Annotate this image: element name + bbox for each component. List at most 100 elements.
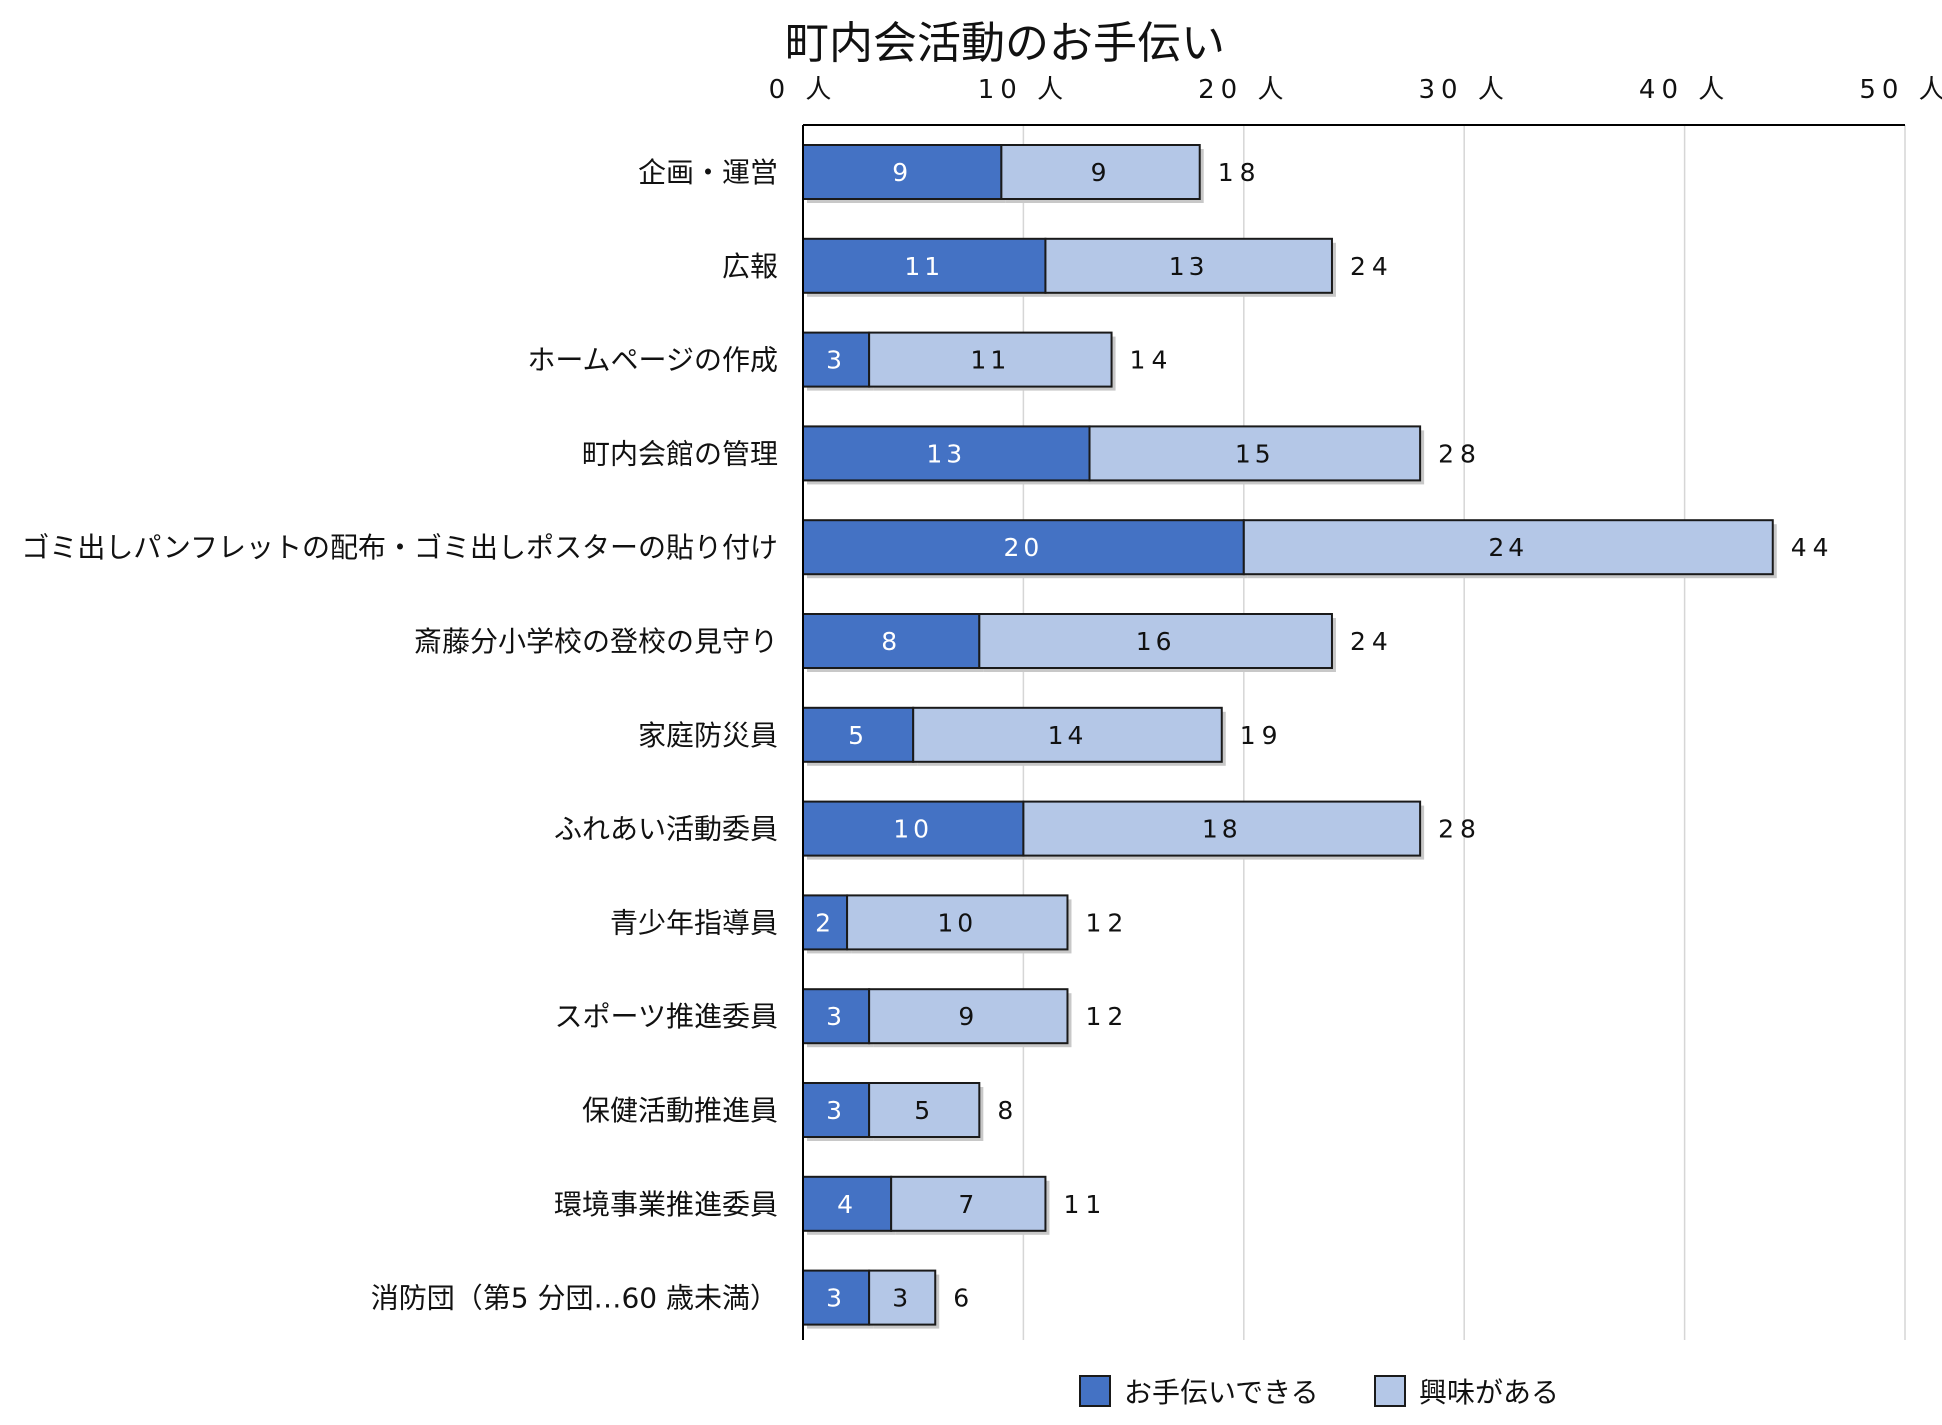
bar-value-label: 15 — [1235, 439, 1275, 468]
bar-value-label: 18 — [1202, 815, 1242, 844]
category-labels: 企画・運営広報ホームページの作成町内会館の管理ゴミ出しパンフレットの配布・ゴミ出… — [21, 156, 778, 1315]
bar-row: 3 5 8 — [802, 1082, 1019, 1141]
bar-total-label: 18 — [1218, 158, 1262, 187]
bar-row: 20 24 44 — [802, 519, 1835, 579]
bar-segment — [802, 800, 1025, 857]
bar-segment — [868, 1082, 981, 1138]
bar-segment — [1088, 425, 1422, 482]
bar-value-label: 3 — [826, 1096, 846, 1125]
bar-segment — [846, 894, 1069, 951]
bar-total-label: 8 — [997, 1096, 1019, 1125]
bar-value-label: 13 — [1169, 252, 1209, 281]
bar-segment — [1000, 144, 1201, 200]
bar-row: 3 9 12 — [802, 988, 1129, 1048]
bar-value-label: 11 — [904, 252, 944, 281]
category-label: 家庭防災員 — [638, 719, 778, 752]
legend-swatch — [1079, 1375, 1111, 1407]
axes — [802, 124, 1905, 1340]
bar-total-label: 19 — [1240, 721, 1284, 750]
category-label: 消防団（第5 分団…60 歳未満） — [371, 1282, 778, 1315]
bar-segment — [802, 706, 915, 763]
x-tick-label: 30 人 — [1419, 75, 1510, 105]
bar-value-label: 5 — [848, 721, 868, 750]
bar-value-label: 3 — [826, 1284, 846, 1313]
x-tick-label: 0 人 — [769, 75, 838, 105]
bar-total-label: 11 — [1063, 1190, 1107, 1219]
bar-value-label: 24 — [1488, 533, 1528, 562]
category-label: 青少年指導員 — [610, 906, 778, 939]
x-tick-label: 50 人 — [1859, 75, 1942, 105]
x-tick-label: 10 人 — [978, 75, 1069, 105]
bar-total-label: 28 — [1438, 815, 1482, 844]
bar-value-label: 3 — [892, 1284, 912, 1313]
bar-segment — [1022, 800, 1422, 857]
bar-segment — [868, 331, 1113, 388]
legend-swatch — [1374, 1375, 1406, 1407]
category-label: 斎藤分小学校の登校の見守り — [414, 625, 778, 658]
bar-segment — [1242, 519, 1774, 576]
bar-segment — [868, 988, 1069, 1045]
legend: お手伝いできる 興味がある — [1079, 1375, 1559, 1409]
bar-value-label: 4 — [837, 1190, 857, 1219]
bar-value-label: 8 — [881, 627, 901, 656]
bar-value-label: 7 — [958, 1190, 978, 1219]
bar-value-label: 16 — [1136, 627, 1176, 656]
category-label: ふれあい活動委員 — [554, 813, 778, 846]
bar-row: 11 13 24 — [802, 237, 1394, 297]
category-label: ゴミ出しパンフレットの配布・ゴミ出しポスターの貼り付け — [21, 531, 778, 564]
bar-value-label: 14 — [1048, 721, 1088, 750]
category-label: 保健活動推進員 — [582, 1094, 778, 1127]
bar-row: 10 18 28 — [802, 800, 1482, 860]
bar-row: 3 3 6 — [802, 1269, 975, 1329]
bar-segment — [802, 613, 981, 669]
category-label: スポーツ推進委員 — [555, 1000, 778, 1033]
bar-segment — [868, 1269, 937, 1326]
bar-total-label: 12 — [1085, 1002, 1129, 1031]
bar-value-label: 10 — [937, 908, 977, 937]
category-label: 環境事業推進委員 — [554, 1188, 778, 1221]
bar-total-label: 12 — [1085, 908, 1129, 937]
bar-segment — [978, 613, 1333, 669]
bar-value-label: 5 — [914, 1096, 934, 1125]
bar-row: 8 16 24 — [802, 613, 1394, 672]
bar-total-label: 44 — [1791, 533, 1835, 562]
bar-row: 3 11 14 — [802, 331, 1174, 391]
bar-value-label: 9 — [1091, 158, 1111, 187]
x-tick-label: 40 人 — [1639, 75, 1730, 105]
bar-value-label: 2 — [815, 908, 835, 937]
bar-value-label: 3 — [826, 346, 846, 375]
legend-label: 興味がある — [1419, 1376, 1559, 1409]
grid-lines — [1022, 125, 1906, 1340]
bar-segment — [912, 706, 1223, 763]
category-label: 広報 — [722, 250, 778, 283]
bar-segment — [802, 894, 849, 951]
category-label: 町内会館の管理 — [582, 437, 778, 470]
bar-row: 9 9 18 — [802, 144, 1262, 203]
bar-value-label: 3 — [826, 1002, 846, 1031]
bar-value-label: 20 — [1003, 533, 1043, 562]
bar-total-label: 14 — [1130, 346, 1174, 375]
bar-total-label: 28 — [1438, 439, 1482, 468]
bar-total-label: 24 — [1350, 627, 1394, 656]
bar-total-label: 6 — [953, 1284, 975, 1313]
bar-row: 13 15 28 — [802, 425, 1482, 485]
bar-value-label: 9 — [892, 158, 912, 187]
x-axis-ticks: 0 人 10 人 20 人 30 人 40 人 50 人 — [769, 75, 1942, 105]
bar-segment — [1044, 237, 1333, 294]
category-label: ホームページの作成 — [527, 344, 778, 377]
category-label: 企画・運営 — [638, 156, 778, 189]
bar-value-label: 13 — [926, 439, 966, 468]
bar-value-label: 9 — [958, 1002, 978, 1031]
legend-label: お手伝いできる — [1124, 1376, 1319, 1409]
bar-segment — [802, 425, 1091, 482]
bar-segment — [802, 237, 1047, 294]
bar-total-label: 24 — [1350, 252, 1394, 281]
x-tick-label: 20 人 — [1198, 75, 1289, 105]
bar-row: 2 10 12 — [802, 894, 1129, 954]
chart-title: 町内会活動のお手伝い — [785, 18, 1225, 69]
bar-row: 5 14 19 — [802, 706, 1284, 766]
bar-row: 4 7 11 — [802, 1175, 1107, 1235]
bar-value-label: 10 — [893, 815, 933, 844]
